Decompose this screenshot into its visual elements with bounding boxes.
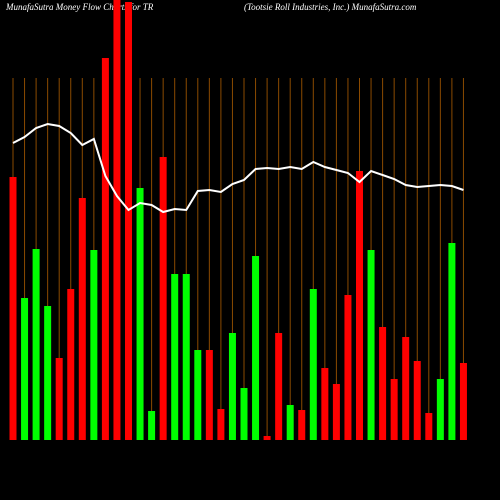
bar xyxy=(228,333,236,440)
bar xyxy=(90,250,98,440)
bar xyxy=(344,295,352,440)
bar xyxy=(402,337,410,440)
bar xyxy=(240,388,248,440)
bar xyxy=(67,289,75,440)
bar xyxy=(275,333,283,440)
bar xyxy=(55,358,63,440)
chart-title: MunafaSutra Money Flow Charts for TR xyxy=(5,2,154,12)
bar xyxy=(321,368,329,440)
bar xyxy=(101,58,109,440)
bar xyxy=(182,274,190,440)
bar xyxy=(413,361,421,440)
bar xyxy=(194,350,202,440)
bar xyxy=(171,274,179,440)
bar xyxy=(125,2,132,440)
money-flow-line xyxy=(12,122,464,214)
bar xyxy=(425,413,433,440)
bar xyxy=(205,350,213,440)
bar xyxy=(148,411,156,440)
bar xyxy=(263,436,271,440)
bar xyxy=(32,249,40,440)
bar xyxy=(436,379,444,440)
bar xyxy=(113,0,121,440)
bar xyxy=(448,243,456,440)
bar xyxy=(367,250,375,440)
bar xyxy=(459,363,467,440)
bar xyxy=(298,410,306,440)
bar xyxy=(332,384,340,440)
bar xyxy=(286,405,294,440)
bar xyxy=(309,289,317,440)
bar xyxy=(356,171,363,440)
bar xyxy=(159,157,167,440)
bar xyxy=(21,298,29,440)
bar xyxy=(379,327,387,440)
bar xyxy=(390,379,398,440)
bar xyxy=(217,409,225,440)
chart-subtitle: (Tootsie Roll Industries, Inc.) MunafaSu… xyxy=(244,2,417,12)
bar xyxy=(136,188,144,440)
bar xyxy=(252,256,260,440)
bar xyxy=(44,306,52,440)
bar xyxy=(78,198,86,440)
bar xyxy=(9,177,17,440)
